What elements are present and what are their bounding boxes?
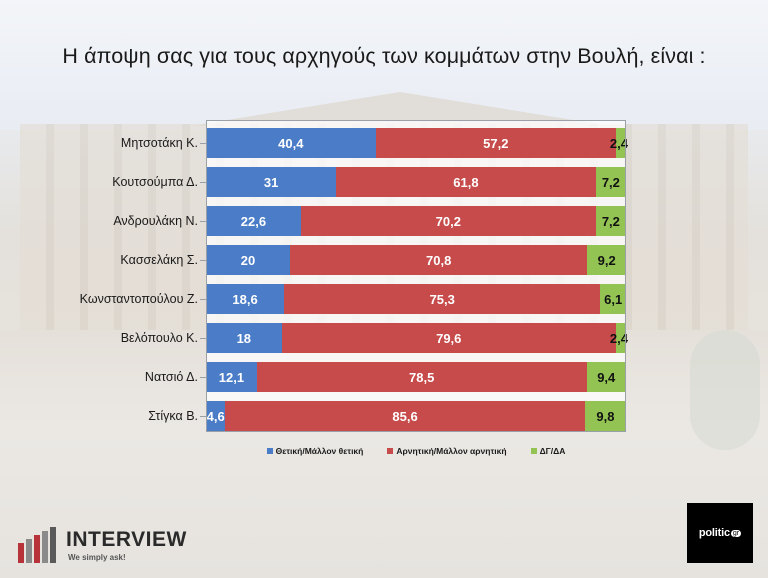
data-label: 79,6	[436, 330, 462, 346]
legend-label-dk: ΔΓ/ΔΑ	[539, 446, 566, 456]
category-tick	[200, 182, 206, 183]
bar-segment-pos: 31	[206, 167, 337, 197]
politic-badge-text: politic	[698, 527, 730, 539]
bar-segment-pos: 22,6	[206, 206, 301, 236]
legend-label-positive: Θετική/Μάλλον θετική	[275, 446, 364, 456]
bar-segment-dk: 2,4	[610, 128, 628, 158]
category-tick	[200, 416, 206, 417]
bar-segment-neg: 70,2	[300, 206, 596, 236]
bar-segment-dk: 9,4	[586, 362, 626, 392]
bar-segment-pos: 4,6	[206, 401, 226, 431]
interview-logo-word: INTERVIEW	[66, 528, 187, 551]
data-label: 2,4	[609, 330, 628, 346]
data-label: 9,2	[597, 252, 616, 268]
data-label: 31	[263, 174, 279, 190]
category-label: Ανδρουλάκη Ν.	[113, 214, 198, 228]
category-label: Στίγκα Β.	[148, 409, 198, 423]
category-label: Μητσοτάκη Κ.	[120, 136, 198, 150]
data-label: 22,6	[240, 213, 267, 229]
legend-swatch-negative	[387, 448, 394, 454]
category-tick	[200, 338, 206, 339]
category-tick	[200, 221, 206, 222]
interview-logo-tagline: We simply ask!	[68, 553, 126, 562]
data-label: 2,4	[609, 135, 628, 151]
bar-segment-dk: 9,8	[584, 401, 626, 431]
data-label: 9,8	[596, 408, 615, 424]
bar-segment-dk: 6,1	[600, 284, 626, 314]
data-label: 4,6	[206, 408, 225, 424]
legend-swatch-dk	[530, 448, 537, 454]
data-label: 12,1	[218, 369, 245, 385]
category-tick	[200, 299, 206, 300]
data-label: 78,5	[409, 369, 435, 385]
chart-title: Η άποψη σας για τους αρχηγούς των κομμάτ…	[62, 44, 706, 68]
bar-segment-dk: 7,2	[595, 167, 626, 197]
politic-badge-suffix: gr	[730, 529, 742, 537]
category-tick	[200, 143, 206, 144]
bar-segment-dk: 7,2	[595, 206, 626, 236]
bar-segment-pos: 18,6	[206, 284, 285, 314]
interview-bars-icon	[18, 527, 56, 563]
legend-item-dk: ΔΓ/ΔΑ	[530, 444, 566, 458]
category-label: Βελόπουλο Κ.	[120, 331, 198, 345]
bar-segment-dk: 9,2	[587, 245, 626, 275]
data-label: 40,4	[278, 135, 304, 151]
data-label: 7,2	[601, 174, 620, 190]
bar-segment-neg: 79,6	[281, 323, 616, 353]
category-tick	[200, 377, 206, 378]
bar-segment-pos: 20	[206, 245, 290, 275]
category-tick	[200, 260, 206, 261]
bar-segment-neg: 70,8	[290, 245, 588, 275]
data-label: 18	[236, 330, 252, 346]
data-label: 57,2	[483, 135, 509, 151]
category-label: Κωνσταντοπούλου Ζ.	[79, 292, 198, 306]
bar-segment-neg: 61,8	[336, 167, 596, 197]
data-label: 20	[240, 252, 256, 268]
interview-logo: INTERVIEW We simply ask!	[18, 521, 198, 567]
bar-segment-pos: 12,1	[206, 362, 257, 392]
bar-segment-neg: 75,3	[284, 284, 601, 314]
background-tree	[690, 330, 760, 450]
bar-segment-pos: 18	[206, 323, 282, 353]
data-label: 70,2	[435, 213, 461, 229]
bar-segment-neg: 57,2	[375, 128, 616, 158]
legend-item-positive: Θετική/Μάλλον θετική	[266, 444, 364, 458]
category-label: Κουτσούμπα Δ.	[112, 175, 198, 189]
bar-segment-pos: 40,4	[206, 128, 376, 158]
data-label: 70,8	[426, 252, 452, 268]
data-label: 9,4	[597, 369, 616, 385]
legend: Θετική/Μάλλον θετική Αρνητική/Μάλλον αρν…	[210, 444, 622, 458]
data-label: 61,8	[453, 174, 479, 190]
data-label: 7,2	[601, 213, 620, 229]
bar-segment-dk: 2,4	[610, 323, 628, 353]
category-label: Νατσιό Δ.	[144, 370, 198, 384]
politic-badge: politic gr	[687, 503, 753, 563]
legend-item-negative: Αρνητική/Μάλλον αρνητική	[387, 444, 507, 458]
data-label: 6,1	[604, 291, 623, 307]
category-label: Κασσελάκη Σ.	[120, 253, 198, 267]
data-label: 18,6	[232, 291, 258, 307]
data-label: 75,3	[429, 291, 455, 307]
data-label: 85,6	[392, 408, 418, 424]
bar-segment-neg: 78,5	[256, 362, 587, 392]
legend-swatch-positive	[266, 448, 273, 454]
legend-label-negative: Αρνητική/Μάλλον αρνητική	[396, 446, 507, 456]
bar-segment-neg: 85,6	[225, 401, 585, 431]
